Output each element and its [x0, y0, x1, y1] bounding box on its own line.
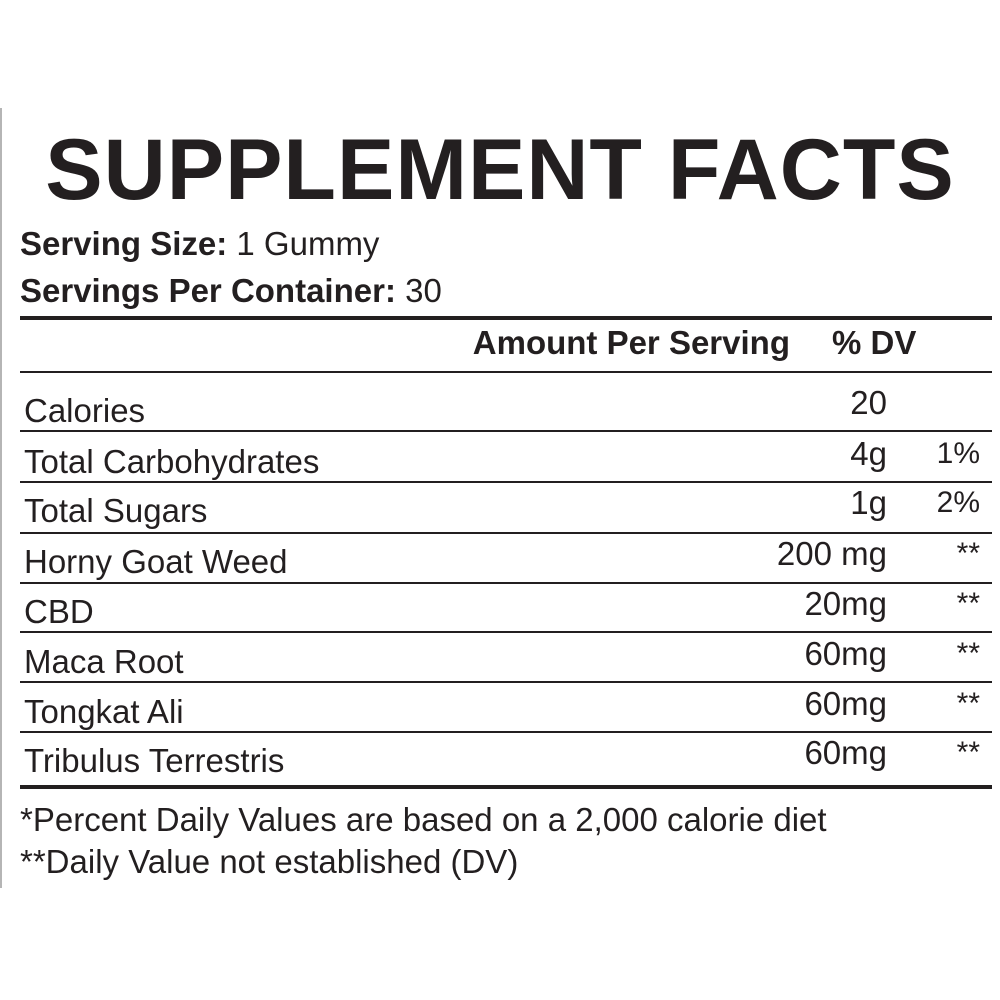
nutrient-name: CBD — [24, 593, 94, 630]
nutrient-name: Calories — [24, 392, 146, 429]
nutrient-name: Horny Goat Weed — [24, 543, 288, 580]
nutrient-name: Total Sugars — [24, 492, 208, 529]
nutrient-name: Total Carbohydrates — [24, 443, 320, 480]
nutrient-amount: 20mg — [804, 585, 887, 622]
row-divider — [20, 532, 992, 534]
nutrient-row: Maca Root 60mg ** — [24, 634, 990, 684]
serving-size-label: Serving Size: — [20, 225, 228, 262]
nutrient-row: Horny Goat Weed 200 mg ** — [24, 534, 990, 584]
row-divider — [20, 582, 992, 584]
nutrient-row: Calories 20 — [24, 383, 990, 433]
nutrient-amount: 60mg — [804, 635, 887, 672]
divider-bottom — [20, 785, 992, 789]
servings-per-container-line: Servings Per Container: 30 — [20, 271, 442, 311]
nutrient-dv: ** — [956, 537, 980, 570]
row-divider — [20, 681, 992, 683]
nutrient-amount: 60mg — [804, 734, 887, 771]
nutrient-dv: 2% — [936, 486, 980, 519]
row-divider — [20, 731, 992, 733]
nutrient-dv: ** — [956, 637, 980, 670]
nutrient-row: Total Sugars 1g 2% — [24, 483, 990, 533]
column-header-amount: Amount Per Serving — [472, 324, 790, 361]
nutrient-amount: 4g — [850, 435, 887, 472]
row-divider — [20, 481, 992, 483]
nutrient-name: Tongkat Ali — [24, 693, 184, 730]
divider-top — [20, 316, 992, 320]
nutrient-amount: 60mg — [804, 685, 887, 722]
nutrient-amount: 1g — [850, 484, 887, 521]
column-header-dv: % DV — [832, 324, 917, 361]
label-title: SUPPLEMENT FACTS — [45, 122, 955, 218]
nutrient-row: CBD 20mg ** — [24, 584, 990, 634]
nutrient-dv: ** — [956, 587, 980, 620]
servings-per-container-label: Servings Per Container: — [20, 272, 396, 309]
serving-size-line: Serving Size: 1 Gummy — [20, 224, 379, 264]
divider-header — [20, 371, 992, 373]
footnote-daily-values: *Percent Daily Values are based on a 2,0… — [20, 801, 827, 838]
nutrient-dv: 1% — [936, 437, 980, 470]
nutrient-row: Tribulus Terrestris 60mg ** — [24, 733, 990, 783]
footnote-not-established: **Daily Value not established (DV) — [20, 843, 519, 880]
nutrient-amount: 200 mg — [776, 535, 887, 572]
row-divider — [20, 430, 992, 432]
nutrient-row: Total Carbohydrates 4g 1% — [24, 434, 990, 484]
row-divider — [20, 631, 992, 633]
servings-per-container-value: 30 — [405, 272, 442, 309]
nutrient-name: Tribulus Terrestris — [24, 742, 285, 779]
nutrient-dv: ** — [956, 736, 980, 769]
nutrient-row: Tongkat Ali 60mg ** — [24, 684, 990, 734]
nutrient-amount: 20 — [850, 384, 887, 421]
serving-size-value: 1 Gummy — [236, 225, 380, 262]
left-edge-divider — [0, 108, 2, 888]
nutrient-dv: ** — [956, 687, 980, 720]
nutrient-name: Maca Root — [24, 643, 184, 680]
